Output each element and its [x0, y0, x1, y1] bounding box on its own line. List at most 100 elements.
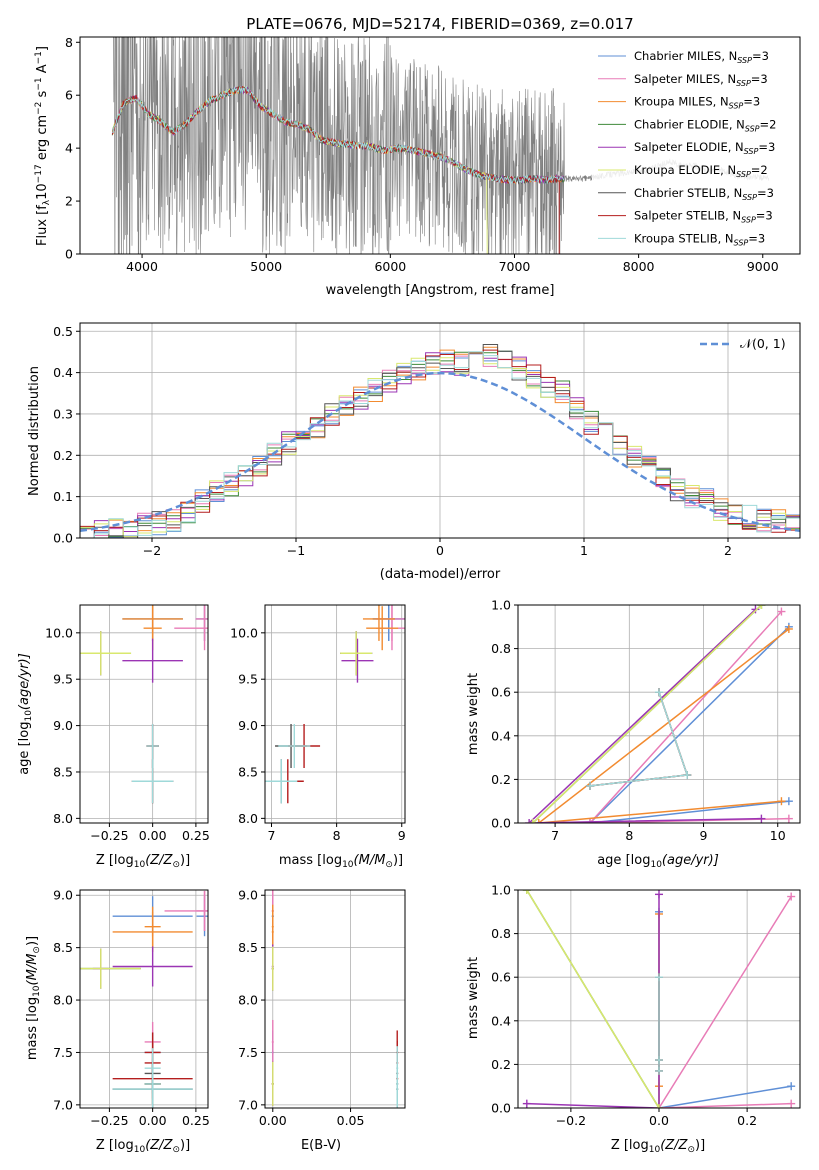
- spectrum-frame: [79, 36, 801, 255]
- plot-content: [265, 605, 405, 804]
- weight-line: [588, 610, 789, 823]
- ytick-label: 8.0: [53, 993, 73, 1008]
- xtick-label: 0.00: [139, 828, 167, 843]
- xtick-label: 0.00: [259, 1113, 287, 1128]
- residuals-ylabel: Normed distribution: [27, 366, 42, 496]
- xtick-label: −0.2: [556, 1113, 586, 1128]
- ytick-label: 0.2: [53, 448, 73, 463]
- xtick-label: 7: [268, 828, 276, 843]
- ytick-label: 9.0: [238, 718, 258, 733]
- ytick-label: 0.6: [491, 970, 511, 985]
- legend-label: Salpeter MILES, NSSP=3: [634, 72, 768, 88]
- xtick-label: 0.25: [182, 828, 210, 843]
- spectrum-plot-area: [111, 37, 770, 254]
- xtick-label: −2: [143, 543, 161, 558]
- frame: [79, 889, 209, 1109]
- spectrum-ticks: 4000 5000 6000 7000 8000 9000 0 2 4 6 8: [65, 35, 779, 274]
- legend-sub: SSP: [745, 124, 760, 133]
- age-vs-mass-panel: 7 8 9 8.0 8.5 9.0 9.5 10.0: [230, 604, 406, 843]
- plot-content: [525, 605, 793, 823]
- legend-nssp: =3: [752, 49, 769, 63]
- mass-vs-EBV-panel: 0.00 0.05 7.0 7.5 8.0 8.5 9.0: [238, 888, 406, 1128]
- frame: [517, 604, 801, 824]
- residuals-legend: 𝒩(0, 1): [700, 336, 786, 351]
- p7-xlabel: E(B-V): [301, 1138, 341, 1153]
- ytick-label: 0.4: [491, 1013, 511, 1028]
- ytick-label: 7.0: [238, 1097, 258, 1112]
- spectrum-ylabel: Flux [fλ10−17 erg cm−2 s−1 A−1]: [34, 46, 52, 246]
- legend-sub: SSP: [737, 56, 752, 65]
- xtick-label: 5000: [250, 259, 282, 274]
- ytick-label: 0.0: [53, 531, 73, 546]
- plot-content: [522, 890, 796, 1108]
- hist-salpeter-stelib: [80, 349, 800, 533]
- plot-content: [271, 890, 399, 1108]
- legend-sub: SSP: [742, 193, 757, 202]
- model-kroupa-stelib: [112, 86, 565, 185]
- legend-name: Salpeter STELIB, N: [634, 209, 741, 223]
- weight-line: [528, 608, 762, 823]
- legend-sub: SSP: [744, 147, 759, 156]
- xtick-label: 0: [436, 543, 444, 558]
- legend-label: Salpeter ELODIE, NSSP=3: [634, 140, 775, 156]
- ytick-label: 8.5: [53, 764, 73, 779]
- ytick-label: 0.6: [491, 685, 511, 700]
- age-vs-Z-panel: −0.25 0.00 0.25 8.0 8.5 9.0 9.5 10.0: [45, 604, 210, 843]
- xtick-label: −0.25: [90, 828, 128, 843]
- ytick-label: 9.5: [238, 672, 258, 687]
- legend-box: [592, 42, 797, 252]
- xtick-label: −1: [287, 543, 305, 558]
- ytick-label: 9.0: [53, 888, 73, 903]
- plot-content: [80, 890, 208, 1108]
- ytick-label: 0.3: [53, 406, 73, 421]
- ytick-label: 4: [65, 141, 73, 156]
- weight-line: [588, 626, 790, 823]
- ytick-label: 10.0: [45, 625, 73, 640]
- frame: [79, 604, 209, 824]
- legend-nssp: =3: [757, 186, 774, 200]
- legend-sub: SSP: [736, 170, 751, 179]
- residuals-ticks: −2 −1 0 1 2 0.0 0.1 0.2 0.3 0.4 0.5: [53, 324, 732, 558]
- legend-nssp: =3: [756, 209, 773, 223]
- xtick-label: 0.00: [139, 1113, 167, 1128]
- xtick-label: 8000: [623, 259, 655, 274]
- legend-label: Chabrier ELODIE, NSSP=2: [634, 117, 776, 133]
- legend-nssp: =3: [758, 140, 775, 154]
- legend-label: Chabrier STELIB, NSSP=3: [634, 186, 774, 202]
- ytick-label: 7.5: [238, 1045, 258, 1060]
- xtick-label: 9: [700, 828, 708, 843]
- ytick-label: 6: [65, 88, 73, 103]
- ytick-label: 0.0: [491, 1101, 511, 1116]
- weight-line: [658, 896, 792, 1108]
- ytick-label: 0.1: [53, 489, 73, 504]
- xtick-label: 7000: [499, 259, 531, 274]
- frame: [264, 889, 406, 1109]
- normal-curve: [80, 371, 800, 533]
- massweight-vs-age-panel: 7 8 9 10 0.0 0.2 0.4 0.6 0.8 1.0: [491, 598, 801, 843]
- xtick-label: 9000: [747, 259, 779, 274]
- legend-label: Kroupa MILES, NSSP=3: [634, 95, 760, 111]
- ytick-label: 8.0: [238, 811, 258, 826]
- p5-xlabel: age [log10(age/yr)]: [597, 853, 719, 870]
- xtick-label: 6000: [374, 259, 406, 274]
- ytick-label: 9.5: [53, 672, 73, 687]
- frame: [264, 604, 406, 824]
- p8-xlabel: Z [log10(Z/Z⊙)]: [611, 1138, 705, 1155]
- legend-nssp: =3: [748, 231, 765, 245]
- xtick-label: 9: [398, 828, 406, 843]
- grid: [80, 890, 208, 1108]
- ytick-label: 0: [65, 247, 73, 262]
- spectrum-title: PLATE=0676, MJD=52174, FIBERID=0369, z=0…: [246, 15, 633, 33]
- xtick-label: 4000: [126, 259, 158, 274]
- ytick-label: 9.0: [53, 718, 73, 733]
- legend-nssp: =2: [760, 117, 777, 131]
- grid: [80, 605, 208, 823]
- legend-sub: SSP: [734, 238, 749, 247]
- legend-nssp: =3: [743, 95, 760, 109]
- plot-content: [80, 605, 208, 804]
- legend-sub: SSP: [741, 216, 756, 225]
- ytick-label: 0.0: [491, 816, 511, 831]
- weight-line: [532, 605, 762, 823]
- xtick-label: −0.25: [90, 1113, 128, 1128]
- legend-label: Kroupa STELIB, NSSP=3: [634, 231, 765, 247]
